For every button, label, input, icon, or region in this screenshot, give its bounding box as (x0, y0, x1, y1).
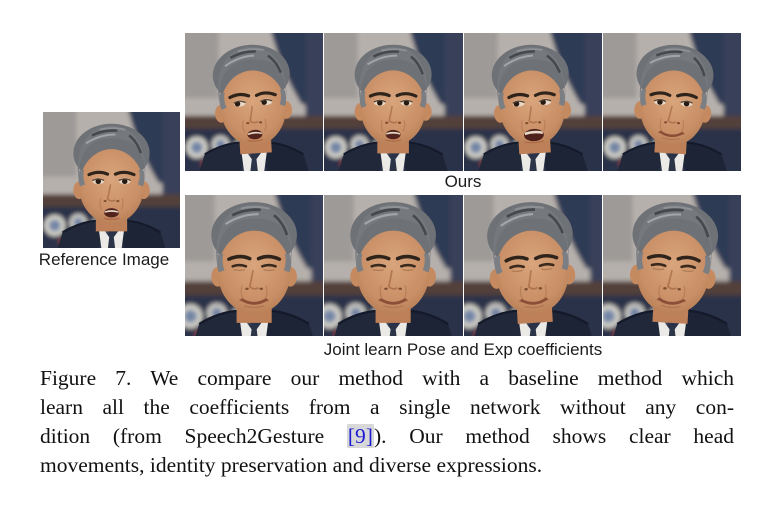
blurred-background (463, 195, 602, 336)
suit-shoulders (473, 309, 592, 336)
eyes-narrowed (231, 263, 277, 272)
generated-face-image (463, 33, 602, 171)
eyes-open (511, 98, 551, 107)
suit-shoulders (338, 141, 449, 171)
caption-line-4: movements, identity preservation and div… (40, 453, 543, 477)
suit-shoulders (57, 219, 166, 248)
ours-label: Ours (444, 172, 482, 191)
mouth-smiling (518, 297, 549, 309)
joint-label: Joint learn Pose and Exp coefficients (323, 340, 603, 359)
eyes-open (653, 98, 693, 107)
joint-image-2 (324, 195, 463, 336)
generated-face-image (185, 195, 324, 336)
mouth-smiling (239, 298, 269, 309)
mouth-smiling (378, 298, 409, 309)
mouth-talking (103, 208, 120, 221)
generated-face-image (185, 33, 324, 171)
face-head (212, 44, 293, 155)
generated-face-image (602, 195, 741, 336)
eyes-open (373, 99, 413, 106)
generated-face-image (602, 33, 741, 171)
ours-image-3 (463, 33, 602, 171)
face-head (354, 44, 432, 154)
eyes-narrowed (650, 262, 696, 273)
mouth-talking (385, 129, 402, 142)
caption-line-3: dition (from Speech2Gesture [9]). Our me… (40, 422, 734, 451)
reference-image-panel (43, 112, 180, 248)
face-head (486, 202, 575, 324)
mouth-smiling (656, 297, 686, 309)
ours-row (185, 33, 741, 171)
face-head (633, 44, 714, 155)
ours-image-1 (185, 33, 324, 171)
suit-shoulders (477, 141, 588, 171)
suit-shoulders (195, 309, 313, 336)
caption-line-1: Figure 7. We compare our method with a b… (40, 366, 734, 390)
ours-image-2 (324, 33, 463, 171)
caption-line-2: learn all the coefficients from a single… (40, 395, 734, 419)
face-head (491, 44, 571, 155)
eyes-open (92, 177, 131, 185)
eyes-narrowed (370, 263, 417, 272)
suit-shoulders (617, 141, 727, 171)
face-head (73, 123, 150, 232)
eyes-open (233, 98, 273, 107)
caption-line-3-pre: dition (from Speech2Gesture (40, 424, 347, 448)
caption-line-3-post: ). Our method shows clear head (373, 424, 734, 448)
reference-image-label: Reference Image (38, 250, 170, 269)
generated-face-image (463, 195, 602, 336)
joint-image-3 (463, 195, 602, 336)
joint-image-4 (602, 195, 741, 336)
joint-row-images (185, 195, 741, 336)
generated-face-image (43, 112, 180, 248)
ours-row-images (185, 33, 741, 171)
ours-image-4 (602, 33, 741, 171)
mouth-open-wide (523, 128, 544, 144)
eyes-narrowed (508, 262, 555, 273)
citation-9-link[interactable]: [9] (346, 424, 374, 448)
mouth-smiling (657, 130, 685, 141)
figure-caption: Figure 7. We compare our method with a b… (40, 364, 734, 480)
face-head (350, 202, 437, 323)
joint-image-1 (185, 195, 324, 336)
joint-row (185, 195, 741, 336)
face-head (211, 202, 297, 323)
generated-face-image (324, 33, 463, 171)
suit-shoulders (613, 309, 731, 336)
face-head (629, 202, 718, 324)
generated-face-image (324, 195, 463, 336)
mouth-talking (247, 129, 264, 142)
